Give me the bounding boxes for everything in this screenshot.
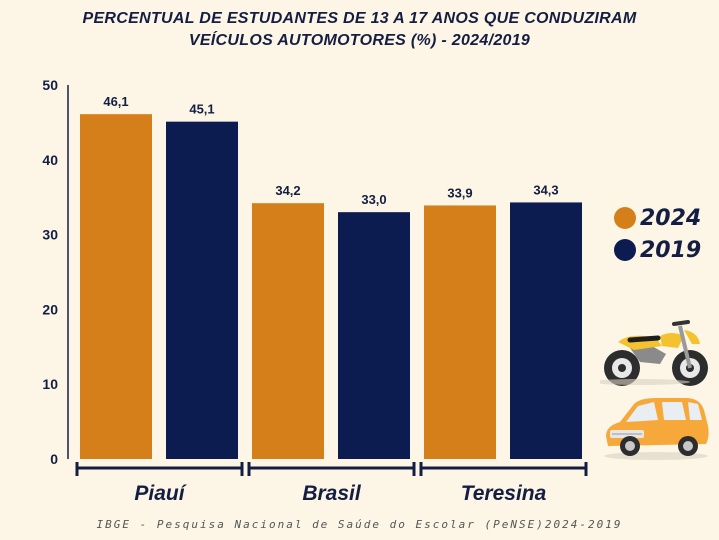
y-tick-label: 10 [42, 376, 58, 392]
bar-2019-1 [338, 212, 410, 459]
data-label: 45,1 [189, 102, 214, 117]
y-tick-label: 50 [42, 77, 58, 93]
y-tick-label: 20 [42, 301, 58, 317]
y-tick-label: 40 [42, 152, 58, 168]
x-category-label: Brasil [302, 482, 362, 505]
motorcycle-icon [600, 320, 708, 386]
bar-2024-0 [80, 114, 152, 459]
chart-title-line2: VEÍCULOS AUTOMOTORES (%) - 2024/2019 [188, 32, 531, 49]
x-axis: Piauí Brasil Teresina [75, 462, 588, 505]
legend-item-2024: 2024 [614, 203, 701, 233]
legend-label: 2024 [640, 205, 702, 231]
legend-swatch [614, 207, 636, 229]
y-tick-label: 0 [50, 451, 58, 467]
data-labels: 46,1 45,1 34,2 33,0 33,9 34,3 [103, 94, 558, 207]
car-icon [604, 398, 709, 460]
legend-label: 2019 [640, 237, 702, 263]
y-tick-label: 30 [42, 227, 58, 243]
chart-title: PERCENTUAL DE ESTUDANTES DE 13 A 17 ANOS… [0, 8, 719, 52]
bar-2024-2 [424, 205, 496, 459]
bar-2019-0 [166, 121, 238, 459]
data-label: 34,2 [275, 183, 300, 198]
legend-swatch [614, 239, 636, 261]
bars [80, 114, 582, 459]
data-label: 33,0 [361, 192, 386, 207]
data-label: 34,3 [533, 182, 558, 197]
x-category-label: Piauí [134, 482, 187, 505]
chart-title-line1: PERCENTUAL DE ESTUDANTES DE 13 A 17 ANOS… [82, 10, 637, 27]
bar-2019-2 [510, 202, 582, 459]
source-note: IBGE - Pesquisa Nacional de Saúde do Esc… [96, 518, 623, 531]
data-label: 46,1 [103, 94, 128, 109]
x-category-label: Teresina [461, 482, 547, 505]
bar-2024-1 [252, 203, 324, 459]
data-label: 33,9 [447, 185, 472, 200]
legend-item-2019: 2019 [614, 235, 701, 265]
y-axis: 0 10 20 30 40 50 [42, 77, 69, 467]
